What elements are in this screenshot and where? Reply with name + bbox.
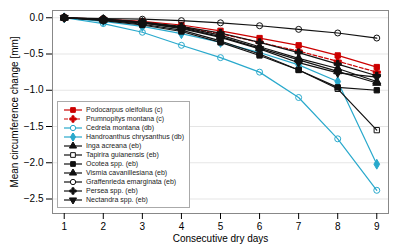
- html-text:Ocotea spp. (eb): Ocotea spp. (eb): [86, 160, 139, 167]
- svg-text:−2.5: −2.5: [24, 193, 44, 204]
- html-text:Inga acreana (eb): Inga acreana (eb): [86, 142, 142, 149]
- html-text:Prumnopitys montana (c): Prumnopitys montana (c): [86, 115, 165, 122]
- svg-text:9: 9: [374, 221, 380, 232]
- svg-text:8: 8: [335, 221, 341, 232]
- svg-text:0.0: 0.0: [30, 12, 44, 23]
- html-text:Nectandra spp. (eb): Nectandra spp. (eb): [86, 196, 148, 203]
- html-text:Tapirira guianensis (eb): Tapirira guianensis (eb): [86, 151, 159, 158]
- svg-text:−1.5: −1.5: [24, 121, 44, 132]
- svg-text:−2.0: −2.0: [24, 157, 44, 168]
- svg-text:−1.0: −1.0: [24, 84, 44, 95]
- svg-text:6: 6: [257, 221, 263, 232]
- svg-text:3: 3: [140, 221, 146, 232]
- svg-text:Mean circumference change [mm]: Mean circumference change [mm]: [9, 36, 20, 187]
- html-text:Podocarpus oleifolius (c): Podocarpus oleifolius (c): [86, 106, 163, 113]
- svg-text:5: 5: [218, 221, 224, 232]
- html-text:Cedrela montana (db): Cedrela montana (db): [86, 124, 155, 131]
- svg-text:Consecutive dry days: Consecutive dry days: [173, 233, 269, 244]
- html-text:Graffenrieda emarginata (eb): Graffenrieda emarginata (eb): [86, 178, 177, 185]
- svg-text:−0.5: −0.5: [24, 48, 44, 59]
- svg-text:2: 2: [101, 221, 107, 232]
- svg-text:4: 4: [179, 221, 185, 232]
- html-text:Vismia cavanillesiana (eb): Vismia cavanillesiana (eb): [86, 169, 168, 176]
- html-text:Persea spp. (eb): Persea spp. (eb): [86, 187, 138, 194]
- html-text:Handroanthus chrysanthus (db): Handroanthus chrysanthus (db): [86, 133, 185, 140]
- svg-text:1: 1: [61, 221, 67, 232]
- svg-text:7: 7: [296, 221, 302, 232]
